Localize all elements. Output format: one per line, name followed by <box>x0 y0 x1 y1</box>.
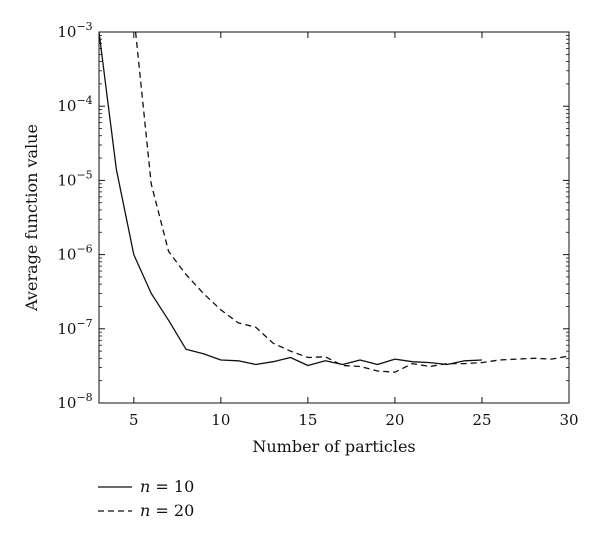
y-tick-label: 10−3 <box>57 20 92 41</box>
legend-label: n = 10 <box>140 477 194 496</box>
legend-item: n = 10 <box>98 477 194 496</box>
legend-label: n = 20 <box>140 501 194 520</box>
x-axis: 5 10 15 20 25 30 <box>129 32 579 429</box>
y-tick-label: 10−8 <box>57 391 92 412</box>
x-tick-label: 15 <box>298 411 317 429</box>
series-line-n10 <box>99 32 483 367</box>
y-tick-label: 10−5 <box>57 168 92 189</box>
y-tick-label: 10−4 <box>57 94 92 115</box>
x-tick-label: 30 <box>559 411 578 429</box>
y-axis-label: Average function value <box>22 124 41 312</box>
x-tick-label: 20 <box>385 411 404 429</box>
plot-frame <box>98 31 570 404</box>
x-tick-label: 10 <box>211 411 230 429</box>
x-axis-label: Number of particles <box>252 437 415 456</box>
legend: n = 10 n = 20 <box>98 477 194 520</box>
y-axis: 10−8 10−7 10−6 10−5 10−4 10−3 <box>57 20 569 412</box>
legend-item: n = 20 <box>98 501 194 520</box>
plot-area <box>98 31 570 404</box>
series-line-n20 <box>134 32 569 373</box>
y-tick-label: 10−7 <box>57 317 92 338</box>
series-group <box>99 32 569 373</box>
y-tick-label: 10−6 <box>57 243 92 264</box>
x-tick-label: 25 <box>472 411 491 429</box>
x-tick-label: 5 <box>129 411 139 429</box>
